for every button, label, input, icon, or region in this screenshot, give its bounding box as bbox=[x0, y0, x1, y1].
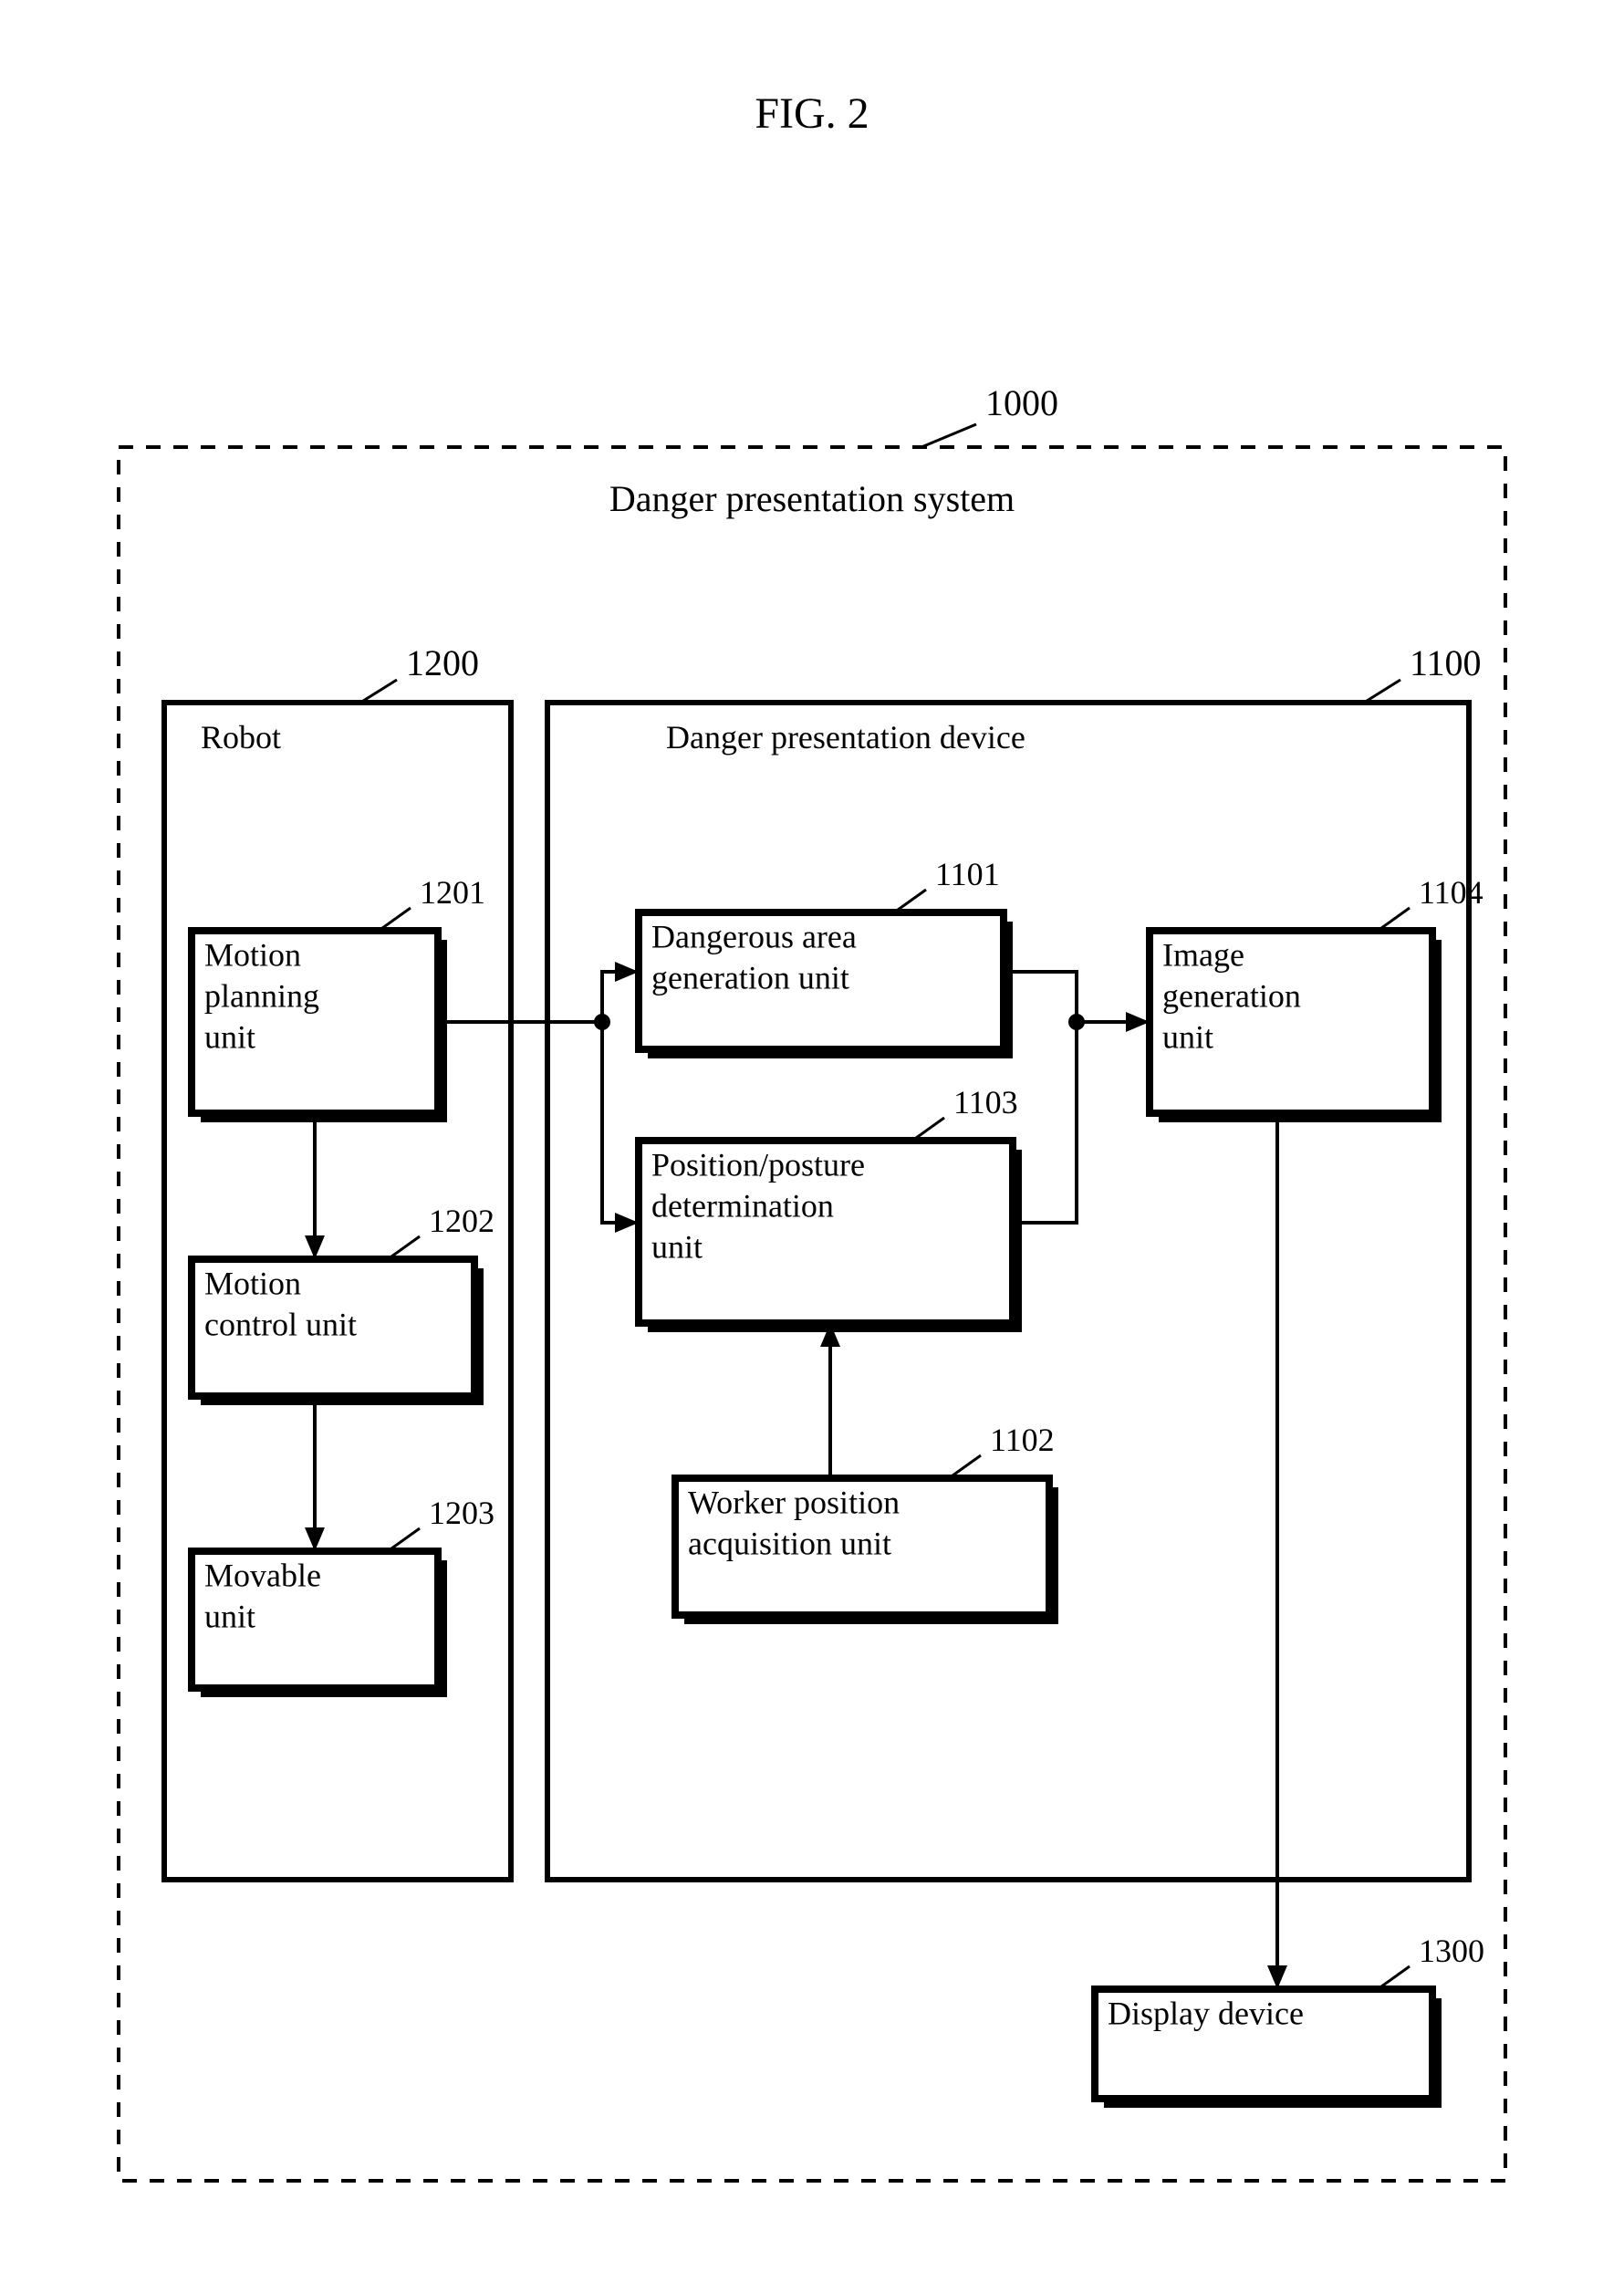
junction-junction2 bbox=[1068, 1014, 1085, 1030]
ref-1101: 1101 bbox=[935, 856, 1000, 892]
junction-junction1 bbox=[594, 1014, 610, 1030]
system-ref: 1000 bbox=[985, 382, 1058, 423]
robot-title: Robot bbox=[201, 719, 281, 756]
device-title: Danger presentation device bbox=[666, 719, 1025, 756]
ref-1203: 1203 bbox=[429, 1495, 494, 1531]
system-title: Danger presentation system bbox=[609, 478, 1015, 519]
ref-1104: 1104 bbox=[1419, 874, 1483, 911]
robot-ref: 1200 bbox=[406, 642, 479, 683]
ref-1102: 1102 bbox=[990, 1422, 1055, 1458]
display-device-label: Display device bbox=[1108, 1995, 1304, 2031]
ref-1201: 1201 bbox=[420, 874, 485, 911]
ref-1103: 1103 bbox=[953, 1084, 1018, 1120]
device-ref: 1100 bbox=[1410, 642, 1482, 683]
diagram-canvas: FIG. 2 Danger presentation system 1000 Robo… bbox=[0, 0, 1624, 2293]
ref-1300: 1300 bbox=[1419, 1933, 1484, 1969]
leader-line bbox=[1364, 680, 1400, 703]
ref-1202: 1202 bbox=[429, 1203, 494, 1239]
figure-title: FIG. 2 bbox=[755, 89, 869, 138]
leader-line bbox=[360, 680, 397, 703]
leader-line bbox=[921, 424, 976, 447]
